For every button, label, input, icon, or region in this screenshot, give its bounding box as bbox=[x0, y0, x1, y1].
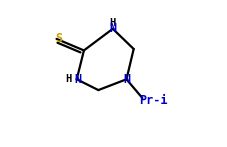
Text: N: N bbox=[123, 73, 130, 86]
Text: S: S bbox=[55, 32, 62, 45]
Text: N: N bbox=[75, 73, 82, 86]
Text: Pr-i: Pr-i bbox=[139, 94, 167, 107]
Text: H: H bbox=[109, 18, 115, 28]
Text: N: N bbox=[109, 22, 116, 35]
Text: H: H bbox=[66, 74, 72, 83]
